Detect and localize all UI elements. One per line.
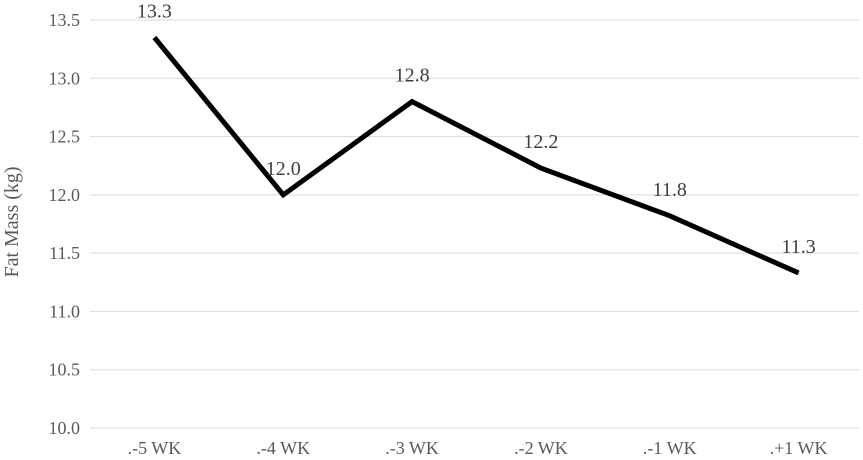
series-group: [152, 35, 800, 276]
y-axis-title: Fat Mass (kg): [1, 166, 23, 277]
y-tick-label: 12.0: [49, 185, 81, 205]
x-category-label: .-3 WK: [385, 438, 439, 458]
y-axis-ticks: 10.0 10.5 11.0 11.5 12.0 12.5 13.0 13.5: [49, 10, 81, 438]
series-line-0: [152, 35, 800, 276]
data-labels: 13.3 12.0 12.8 12.2 11.8 11.3: [137, 0, 816, 257]
gridlines: [90, 19, 859, 429]
data-label: 12.8: [395, 65, 430, 87]
y-tick-label: 11.0: [49, 301, 80, 321]
y-tick-label: 10.0: [49, 418, 81, 438]
x-axis-categories: .-5 WK .-4 WK .-3 WK .-2 WK .-1 WK .+1 WK: [128, 438, 828, 458]
data-label: 13.3: [137, 0, 172, 22]
y-tick-label: 13.0: [49, 68, 81, 88]
data-label: 12.2: [523, 131, 558, 153]
x-category-label: .-1 WK: [643, 438, 697, 458]
y-tick-label: 13.5: [49, 10, 81, 30]
x-category-label: .-4 WK: [256, 438, 310, 458]
data-label: 11.3: [781, 236, 815, 258]
data-label: 12.0: [266, 158, 301, 180]
data-label: 11.8: [653, 179, 687, 201]
y-tick-label: 10.5: [49, 360, 81, 380]
y-tick-label: 12.5: [49, 127, 81, 147]
x-category-label: .+1 WK: [770, 438, 828, 458]
x-category-label: .-2 WK: [514, 438, 568, 458]
x-category-label: .-5 WK: [128, 438, 182, 458]
y-tick-label: 11.5: [49, 243, 80, 263]
